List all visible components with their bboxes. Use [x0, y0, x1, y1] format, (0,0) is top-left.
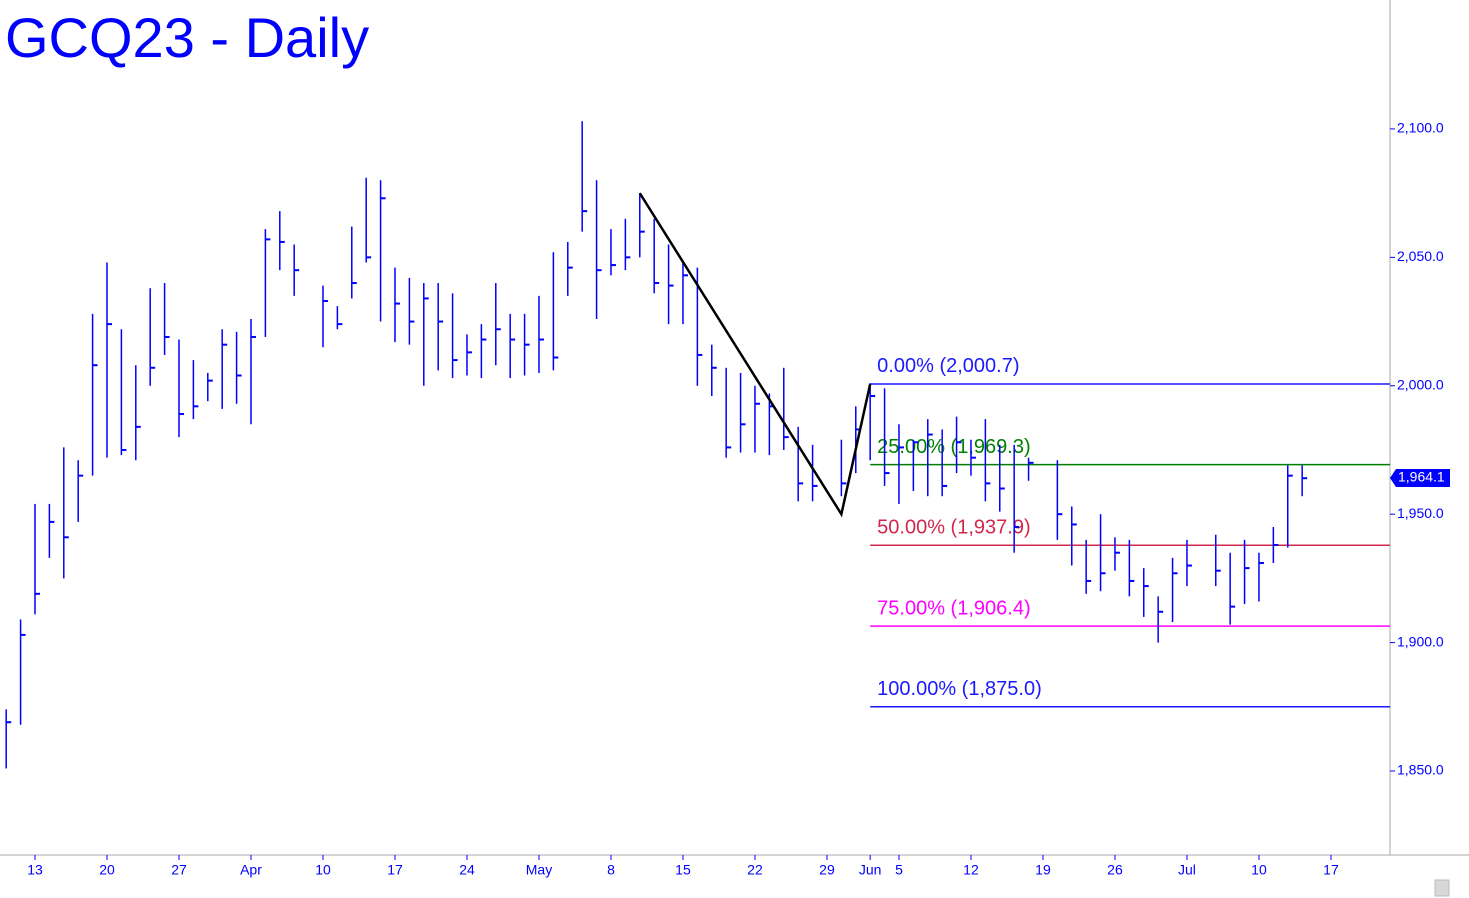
x-tick-label: 15	[675, 862, 691, 878]
y-tick-label: 2,100.0	[1397, 120, 1444, 136]
x-tick-label: 5	[895, 862, 903, 878]
x-tick-label: May	[526, 862, 552, 878]
x-tick-label: 24	[459, 862, 475, 878]
chart-title: GCQ23 - Daily	[5, 6, 369, 69]
fib-label: 100.00% (1,875.0)	[877, 678, 1042, 700]
last-price-tag	[1390, 468, 1450, 487]
y-tick-label: 2,050.0	[1397, 248, 1444, 264]
scroll-handle[interactable]	[1434, 879, 1450, 897]
fib-label: 50.00% (1,937.9)	[877, 517, 1030, 539]
last-price-label: 1,964.1	[1398, 469, 1445, 485]
x-tick-label: 13	[27, 862, 43, 878]
x-tick-label: 8	[607, 862, 615, 878]
y-tick-label: 2,000.0	[1397, 376, 1444, 392]
x-tick-label: 17	[387, 862, 403, 878]
x-tick-label: Jun	[859, 862, 882, 878]
x-tick-label: 19	[1035, 862, 1051, 878]
x-tick-label: 10	[1251, 862, 1267, 878]
y-tick-label: 1,850.0	[1397, 762, 1444, 778]
x-tick-label: Jul	[1178, 862, 1196, 878]
x-tick-label: 29	[819, 862, 835, 878]
x-tick-label: 17	[1323, 862, 1339, 878]
trendline	[638, 192, 872, 518]
x-tick-label: 12	[963, 862, 979, 878]
fib-label: 0.00% (2,000.7)	[877, 355, 1019, 377]
y-tick-label: 1,900.0	[1397, 633, 1444, 649]
x-tick-label: 20	[99, 862, 115, 878]
x-tick-label: 27	[171, 862, 187, 878]
fib-label: 75.00% (1,906.4)	[877, 597, 1030, 619]
y-tick-label: 1,950.0	[1397, 505, 1444, 521]
x-tick-label: 26	[1107, 862, 1123, 878]
x-tick-label: Apr	[240, 862, 262, 878]
x-tick-label: 22	[747, 862, 763, 878]
x-tick-label: 10	[315, 862, 331, 878]
